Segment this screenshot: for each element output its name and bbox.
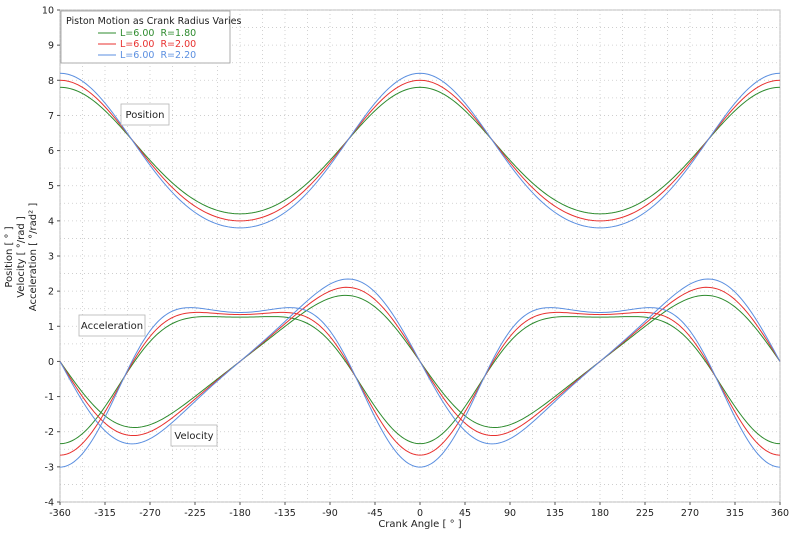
annotation-velocity-box (170, 424, 218, 447)
x-tick-label: -45 (367, 508, 383, 519)
annotation-acceleration: Acceleration (81, 321, 143, 332)
legend-title: Piston Motion as Crank Radius Varies (66, 16, 241, 27)
annotation-position: Position (126, 110, 165, 121)
y-axis-title-position: Position [ ° ] (4, 226, 15, 287)
x-tick-label: -270 (139, 508, 161, 519)
legend-box (60, 10, 231, 64)
x-tick-label: -315 (94, 508, 116, 519)
y-tick-label: 9 (48, 41, 54, 52)
x-tick-label: 270 (681, 508, 699, 519)
y-tick-label: 2 (48, 287, 54, 298)
legend-entry-r200: L=6.00 R=2.00 (120, 39, 196, 50)
y-axis-ticks: -4 -3 -2 -1 0 1 2 3 4 5 6 7 8 9 10 (42, 6, 60, 509)
x-tick-label: -90 (322, 508, 338, 519)
y-tick-label: -2 (45, 427, 54, 438)
y-tick-label: 5 (48, 181, 54, 192)
series-position-line-2 (59, 72, 781, 229)
x-tick-label: 315 (726, 508, 744, 519)
y-axis-title-velocity: Velocity [ °/rad ] (16, 216, 27, 298)
y-tick-label: 4 (48, 216, 54, 227)
annotation-acceleration-box (78, 314, 146, 337)
y-axis-title-acceleration: Acceleration [ °/rad² ] (28, 203, 39, 312)
x-tick-label: 180 (591, 508, 609, 519)
y-axis-title: Position [ ° ] Velocity [ °/rad ] Accele… (4, 203, 39, 312)
x-tick-label: 225 (636, 508, 654, 519)
annotation-velocity: Velocity (174, 431, 213, 442)
legend: Piston Motion as Crank Radius Varies L=6… (60, 10, 241, 64)
x-tick-label: 360 (771, 508, 789, 519)
x-tick-label: 90 (504, 508, 516, 519)
x-tick-label: 0 (417, 508, 423, 519)
y-tick-label: 8 (48, 76, 54, 87)
series-lines (59, 72, 781, 468)
x-axis-ticks: -360 -315 -270 -225 -180 -135 -90 -45 0 45 90 135 18… (49, 502, 789, 519)
y-tick-label: -3 (45, 462, 54, 473)
x-tick-label: 45 (459, 508, 471, 519)
y-tick-label: -1 (45, 392, 54, 403)
y-tick-label: 10 (42, 6, 54, 17)
series-acceleration-line-0 (59, 316, 781, 445)
y-tick-label: 6 (48, 146, 54, 157)
x-tick-label: -360 (49, 508, 71, 519)
annotation-position-box (120, 103, 170, 126)
series-position-line-0 (59, 86, 781, 215)
y-tick-label: 1 (48, 322, 54, 333)
series-position-line-1 (59, 79, 781, 222)
series-velocity-line-2 (59, 278, 781, 445)
y-tick-label: 0 (48, 357, 54, 368)
y-tick-label: 7 (48, 111, 54, 122)
series-acceleration-line-1 (59, 311, 781, 456)
y-tick-label: 3 (48, 252, 54, 263)
x-axis-title: Crank Angle [ ° ] (378, 519, 461, 530)
legend-entry-r220: L=6.00 R=2.20 (120, 50, 196, 61)
x-tick-label: -225 (184, 508, 206, 519)
series-acceleration-line-2 (59, 307, 781, 468)
annotations: Position Acceleration Velocity (78, 103, 218, 447)
x-tick-label: -180 (229, 508, 251, 519)
legend-entry-r180: L=6.00 R=1.80 (120, 28, 196, 39)
x-tick-label: -135 (274, 508, 296, 519)
y-tick-label: -4 (45, 498, 54, 509)
x-tick-label: 135 (546, 508, 564, 519)
